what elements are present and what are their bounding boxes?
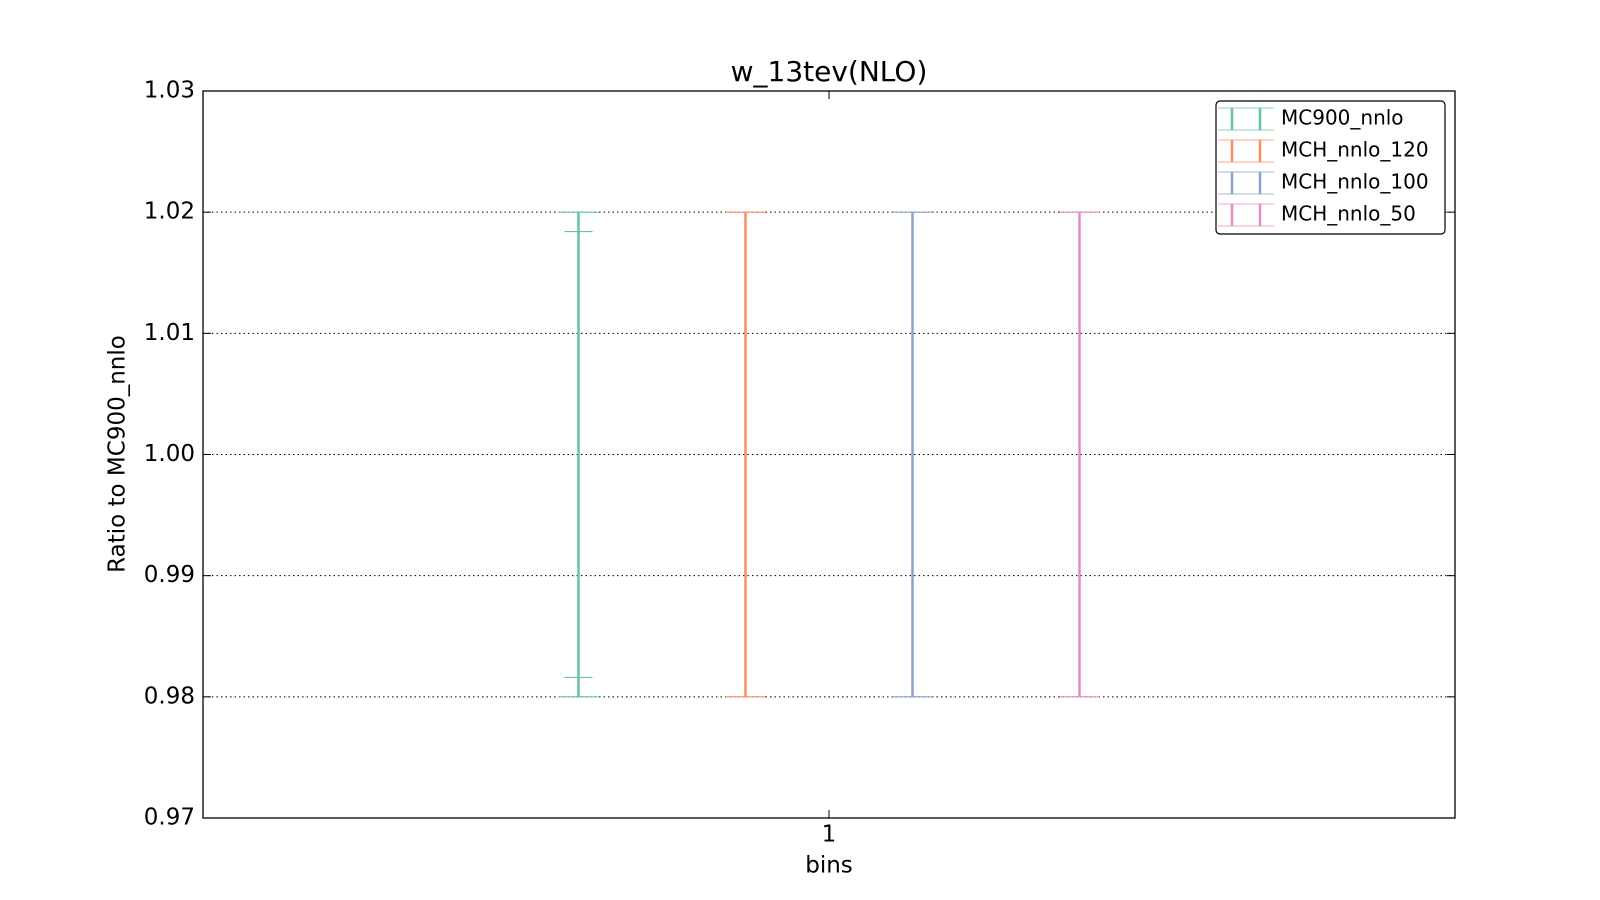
y-tick-label: 0.98 [144,683,195,709]
y-tick-label: 1.01 [144,320,195,346]
y-tick-label: 1.03 [144,78,195,104]
x-tick-label: 1 [822,822,837,848]
legend-label: MCH_nnlo_100 [1281,170,1429,194]
chart-title: w_13tev(NLO) [731,55,928,88]
y-tick-label: 1.00 [144,441,195,467]
legend-label: MCH_nnlo_50 [1281,202,1416,226]
x-axis-label: bins [805,853,853,879]
y-axis-label: Ratio to MC900_nnlo [105,335,131,573]
plot-frame [202,90,1456,819]
y-tick-label: 0.99 [144,562,195,588]
y-tick-label: 0.97 [144,805,195,831]
legend-frame [1215,100,1446,235]
legend: MC900_nnlo MCH_nnlo_120 MCH_nnlo_100 MCH_nn… [1215,100,1446,235]
legend-label: MC900_nnlo [1281,106,1404,130]
legend-label: MCH_nnlo_120 [1281,138,1429,162]
y-tick-label: 1.02 [144,199,195,225]
